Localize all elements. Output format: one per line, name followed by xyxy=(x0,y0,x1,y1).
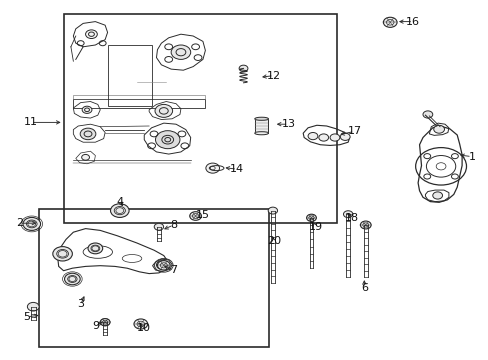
Circle shape xyxy=(81,154,89,160)
Circle shape xyxy=(307,215,315,221)
Circle shape xyxy=(53,247,72,261)
Text: 18: 18 xyxy=(345,213,358,223)
Circle shape xyxy=(450,174,457,179)
Text: 15: 15 xyxy=(196,210,209,220)
Circle shape xyxy=(27,302,39,311)
Circle shape xyxy=(422,111,432,118)
Text: 16: 16 xyxy=(406,17,419,27)
Bar xyxy=(39,209,268,347)
Circle shape xyxy=(100,319,110,326)
Circle shape xyxy=(85,30,97,39)
Circle shape xyxy=(155,104,172,117)
Text: 6: 6 xyxy=(360,283,367,293)
Circle shape xyxy=(267,207,277,214)
Bar xyxy=(254,119,268,133)
Text: 12: 12 xyxy=(266,71,280,81)
Text: 10: 10 xyxy=(137,323,151,333)
Circle shape xyxy=(450,154,457,159)
Circle shape xyxy=(433,125,444,133)
Circle shape xyxy=(82,106,92,113)
Bar xyxy=(73,95,205,99)
Circle shape xyxy=(340,133,349,140)
Text: 19: 19 xyxy=(308,222,322,232)
Bar xyxy=(107,45,151,106)
Circle shape xyxy=(80,128,96,140)
Circle shape xyxy=(306,214,316,221)
Text: 14: 14 xyxy=(230,164,244,174)
Circle shape xyxy=(154,223,163,230)
Text: 9: 9 xyxy=(92,321,99,331)
Circle shape xyxy=(423,174,430,179)
Text: 8: 8 xyxy=(170,220,177,230)
Text: 17: 17 xyxy=(347,126,361,136)
Circle shape xyxy=(205,163,219,173)
Text: 20: 20 xyxy=(266,236,280,246)
Circle shape xyxy=(239,65,247,72)
Circle shape xyxy=(189,212,201,220)
Ellipse shape xyxy=(254,132,268,135)
Circle shape xyxy=(134,319,147,329)
Text: 5: 5 xyxy=(23,312,30,322)
Circle shape xyxy=(64,273,80,285)
Bar xyxy=(63,14,337,223)
Circle shape xyxy=(360,221,370,229)
Circle shape xyxy=(155,131,180,149)
Text: 3: 3 xyxy=(77,299,84,309)
Circle shape xyxy=(23,217,41,230)
Circle shape xyxy=(307,132,317,140)
Circle shape xyxy=(432,192,442,199)
Text: 11: 11 xyxy=(24,117,38,127)
Circle shape xyxy=(423,154,430,159)
Circle shape xyxy=(360,221,370,229)
Text: 1: 1 xyxy=(468,152,474,162)
Circle shape xyxy=(88,243,102,254)
Text: 7: 7 xyxy=(170,265,177,275)
Bar xyxy=(73,99,205,108)
Circle shape xyxy=(100,319,110,326)
Text: 2: 2 xyxy=(16,218,23,228)
Circle shape xyxy=(343,211,352,218)
Circle shape xyxy=(329,134,339,141)
Text: 13: 13 xyxy=(281,119,295,129)
Circle shape xyxy=(318,134,328,141)
Circle shape xyxy=(157,261,170,270)
Text: 4: 4 xyxy=(116,197,123,207)
Circle shape xyxy=(171,45,190,59)
Polygon shape xyxy=(152,259,172,271)
Ellipse shape xyxy=(254,117,268,120)
Circle shape xyxy=(383,17,396,27)
Circle shape xyxy=(156,261,168,269)
Circle shape xyxy=(110,204,129,217)
